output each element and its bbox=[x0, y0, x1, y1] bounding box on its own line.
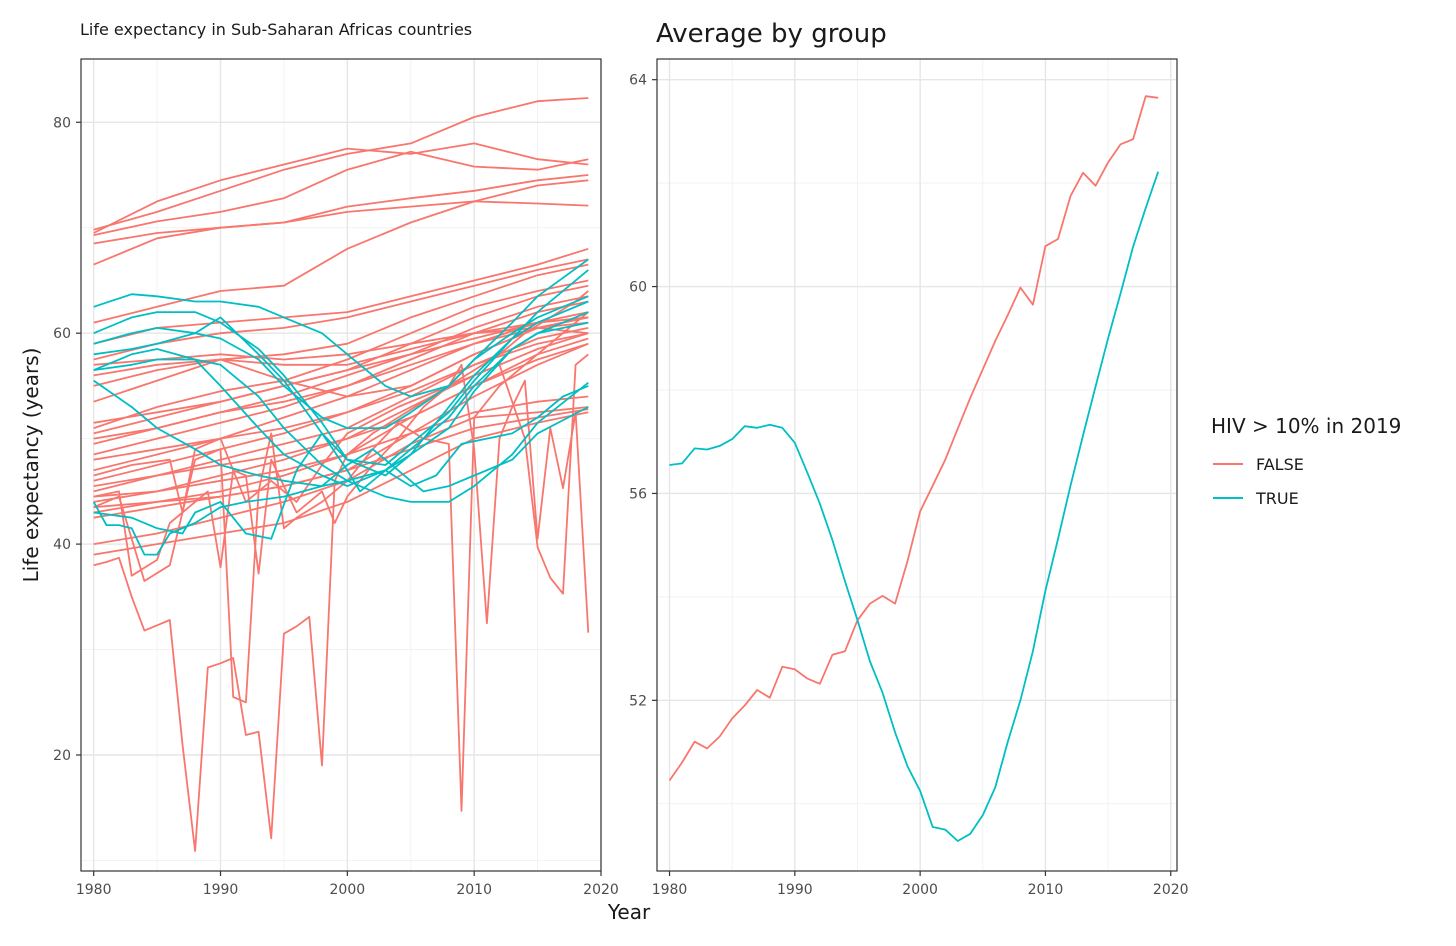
left-series-line-false bbox=[93, 179, 589, 324]
right-y-tick-label: 64 bbox=[629, 73, 647, 89]
right-series-line-true bbox=[669, 171, 1160, 842]
left-series-line-false bbox=[93, 142, 589, 234]
left-series-line-true bbox=[93, 258, 589, 398]
left-x-tick-label: 2000 bbox=[330, 882, 366, 898]
legend-label-false: FALSE bbox=[1256, 455, 1304, 474]
right-chart: Average by group 1980 1990 2000 2010 2020 52 5… bbox=[629, 19, 1188, 898]
left-series-line-false bbox=[93, 290, 589, 852]
right-x-tick-label: 1990 bbox=[777, 882, 813, 898]
left-x-tick-label: 1980 bbox=[76, 882, 112, 898]
left-series-line-false bbox=[93, 411, 589, 556]
left-chart-title: Life expectancy in Sub-Saharan Africas c… bbox=[80, 20, 472, 39]
left-series-line-false bbox=[93, 97, 589, 231]
right-x-tick-label: 2020 bbox=[1153, 882, 1189, 898]
right-x-tick-label: 2010 bbox=[1028, 882, 1064, 898]
right-x-tick-label: 1980 bbox=[652, 882, 688, 898]
left-series-line-false bbox=[93, 150, 589, 236]
right-panel-border bbox=[656, 58, 1178, 872]
left-series-line-false bbox=[93, 342, 589, 487]
right-y-tick-label: 56 bbox=[629, 486, 647, 502]
right-axes: 1980 1990 2000 2010 2020 52 56 60 64 bbox=[629, 73, 1188, 898]
left-series-lines bbox=[92, 97, 590, 852]
left-series-line-false bbox=[93, 363, 590, 633]
left-x-tick-label: 2020 bbox=[583, 882, 619, 898]
left-y-tick-label: 20 bbox=[53, 748, 71, 764]
left-series-line-false bbox=[93, 279, 589, 429]
left-x-tick-label: 1990 bbox=[203, 882, 239, 898]
left-series-line-false bbox=[93, 353, 589, 595]
legend: HIV > 10% in 2019 FALSE TRUE bbox=[1211, 414, 1401, 508]
right-y-tick-label: 52 bbox=[629, 693, 647, 709]
left-series-line-false bbox=[93, 200, 589, 245]
left-series-line-false bbox=[93, 263, 589, 403]
x-axis-title: Year bbox=[607, 900, 651, 924]
left-series-line-false bbox=[93, 247, 589, 345]
left-series-line-false bbox=[93, 332, 589, 461]
right-series-lines bbox=[668, 95, 1160, 842]
right-chart-title: Average by group bbox=[656, 19, 887, 49]
legend-title: HIV > 10% in 2019 bbox=[1211, 414, 1401, 438]
left-y-tick-label: 80 bbox=[53, 115, 71, 131]
left-series-line-true bbox=[93, 311, 589, 487]
left-y-axis-title: Life expectancy (years) bbox=[19, 348, 43, 583]
legend-label-true: TRUE bbox=[1255, 489, 1299, 508]
left-series-line-false bbox=[93, 311, 589, 812]
left-series-line-false bbox=[93, 316, 589, 424]
left-series-line-false bbox=[93, 174, 589, 266]
left-y-tick-label: 60 bbox=[53, 326, 71, 342]
right-gridlines bbox=[657, 59, 1177, 871]
right-series-line-false bbox=[668, 95, 1159, 782]
left-series-line-true bbox=[93, 300, 589, 477]
left-series-line-true bbox=[93, 321, 589, 487]
left-chart: Life expectancy in Sub-Saharan Africas c… bbox=[19, 20, 619, 898]
left-series-line-true bbox=[93, 385, 589, 540]
right-y-tick-label: 60 bbox=[629, 280, 647, 296]
right-x-tick-label: 2000 bbox=[902, 882, 938, 898]
left-series-line-false bbox=[93, 258, 589, 361]
left-series-line-true bbox=[93, 295, 589, 429]
legend-item-false: FALSE bbox=[1213, 455, 1304, 474]
left-series-line-true bbox=[92, 406, 589, 556]
left-y-tick-label: 40 bbox=[53, 537, 71, 553]
left-series-line-true bbox=[93, 269, 589, 466]
legend-item-true: TRUE bbox=[1213, 489, 1299, 508]
left-series-line-true bbox=[93, 358, 589, 503]
left-panel-border bbox=[80, 58, 602, 872]
left-series-line-false bbox=[93, 406, 589, 545]
left-x-tick-label: 2010 bbox=[456, 882, 492, 898]
